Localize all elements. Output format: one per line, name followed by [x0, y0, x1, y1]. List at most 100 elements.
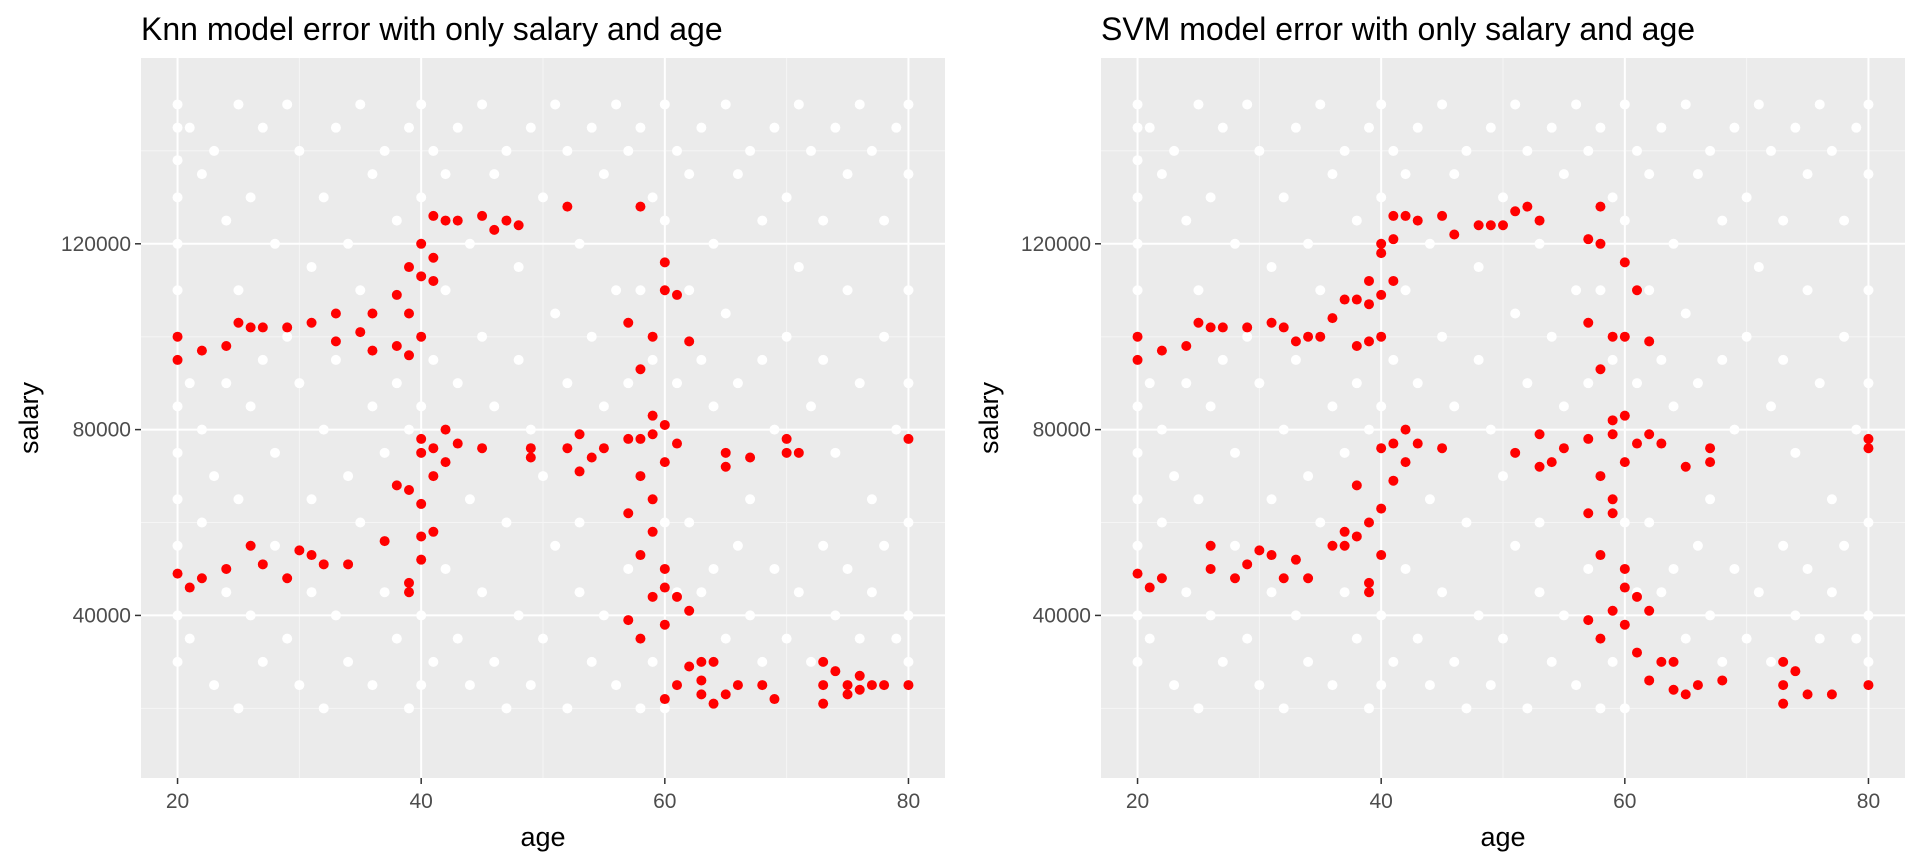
data-point: [343, 471, 354, 482]
data-point: [903, 433, 914, 444]
data-point: [672, 591, 682, 602]
data-point: [416, 192, 427, 203]
data-point: [1826, 494, 1837, 505]
data-point: [428, 443, 439, 454]
data-point: [525, 452, 536, 463]
data-point: [282, 331, 293, 342]
data-point: [732, 540, 743, 551]
data-point: [1619, 457, 1630, 468]
data-point: [1290, 610, 1301, 621]
data-point: [574, 466, 585, 477]
data-point: [1376, 443, 1387, 454]
data-point: [854, 378, 865, 389]
data-point: [1315, 331, 1326, 342]
data-point: [172, 401, 183, 412]
data-point: [818, 656, 829, 667]
data-point: [209, 145, 220, 156]
data-point: [879, 331, 890, 342]
data-point: [355, 327, 366, 338]
data-point: [404, 308, 414, 319]
data-point: [1802, 689, 1813, 700]
data-point: [464, 680, 475, 691]
data-point: [270, 540, 280, 551]
data-point: [1364, 299, 1374, 310]
data-point: [1339, 294, 1350, 305]
data-point: [416, 498, 427, 509]
data-point: [1412, 438, 1423, 449]
data-point: [1254, 680, 1265, 691]
data-point: [1205, 563, 1216, 574]
data-point: [769, 122, 780, 133]
data-point: [1485, 122, 1496, 133]
data-point: [1632, 378, 1642, 389]
data-point: [221, 378, 232, 389]
data-point: [1485, 424, 1496, 435]
data-point: [1169, 145, 1180, 156]
data-point: [1766, 656, 1776, 667]
data-point: [830, 447, 841, 458]
data-point: [891, 122, 902, 133]
data-point: [1242, 322, 1253, 333]
data-point: [1729, 122, 1740, 133]
data-point: [842, 689, 853, 700]
data-point: [903, 99, 914, 110]
data-point: [1449, 229, 1460, 240]
data-point: [1510, 206, 1521, 217]
data-point: [1607, 605, 1618, 616]
data-points: [1132, 99, 1874, 714]
data-point: [1485, 220, 1496, 231]
data-point: [1132, 610, 1143, 621]
data-point: [1632, 438, 1642, 449]
data-point: [1449, 656, 1460, 667]
data-point: [477, 210, 488, 221]
data-point: [1351, 341, 1362, 351]
data-point: [818, 540, 829, 551]
data-point: [184, 582, 195, 593]
data-point: [1290, 336, 1301, 347]
data-point: [1156, 573, 1167, 584]
data-point: [745, 452, 756, 463]
data-point: [501, 517, 512, 528]
data-point: [1668, 656, 1679, 667]
data-point: [501, 145, 512, 156]
data-point: [659, 517, 670, 528]
data-point: [196, 424, 207, 435]
data-point: [866, 494, 877, 505]
data-point: [306, 587, 317, 598]
data-point: [1632, 647, 1642, 658]
data-point: [854, 670, 865, 681]
data-point: [903, 610, 914, 621]
data-point: [1863, 610, 1874, 621]
data-point: [1814, 99, 1825, 110]
data-point: [647, 354, 658, 365]
data-point: [416, 447, 427, 458]
data-point: [245, 540, 256, 551]
data-point: [294, 545, 305, 556]
data-point: [428, 275, 439, 286]
data-point: [1242, 331, 1253, 342]
data-point: [257, 322, 268, 333]
data-point: [1644, 285, 1655, 296]
data-point: [282, 322, 293, 333]
data-point: [586, 122, 597, 133]
data-point: [294, 680, 305, 691]
x-tick-label: 20: [1126, 790, 1149, 813]
data-point: [391, 215, 402, 226]
data-point: [318, 559, 329, 570]
data-point: [818, 354, 829, 365]
data-point: [440, 457, 451, 468]
data-point: [404, 122, 414, 133]
data-point: [1376, 289, 1387, 300]
data-point: [1388, 210, 1399, 221]
data-point: [672, 145, 682, 156]
data-point: [659, 257, 670, 268]
data-point: [1193, 703, 1204, 714]
data-point: [318, 703, 329, 714]
data-point: [598, 401, 609, 412]
data-point: [1851, 424, 1862, 435]
data-point: [1790, 666, 1801, 677]
data-point: [318, 424, 329, 435]
data-point: [1705, 494, 1716, 505]
data-point: [1132, 99, 1143, 110]
